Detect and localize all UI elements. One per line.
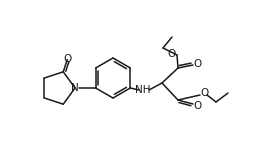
Text: NH: NH xyxy=(135,85,151,95)
Text: N: N xyxy=(71,83,79,93)
Text: O: O xyxy=(194,59,202,69)
Text: O: O xyxy=(201,88,209,98)
Text: O: O xyxy=(63,55,71,65)
Text: O: O xyxy=(194,101,202,111)
Text: O: O xyxy=(168,49,176,59)
